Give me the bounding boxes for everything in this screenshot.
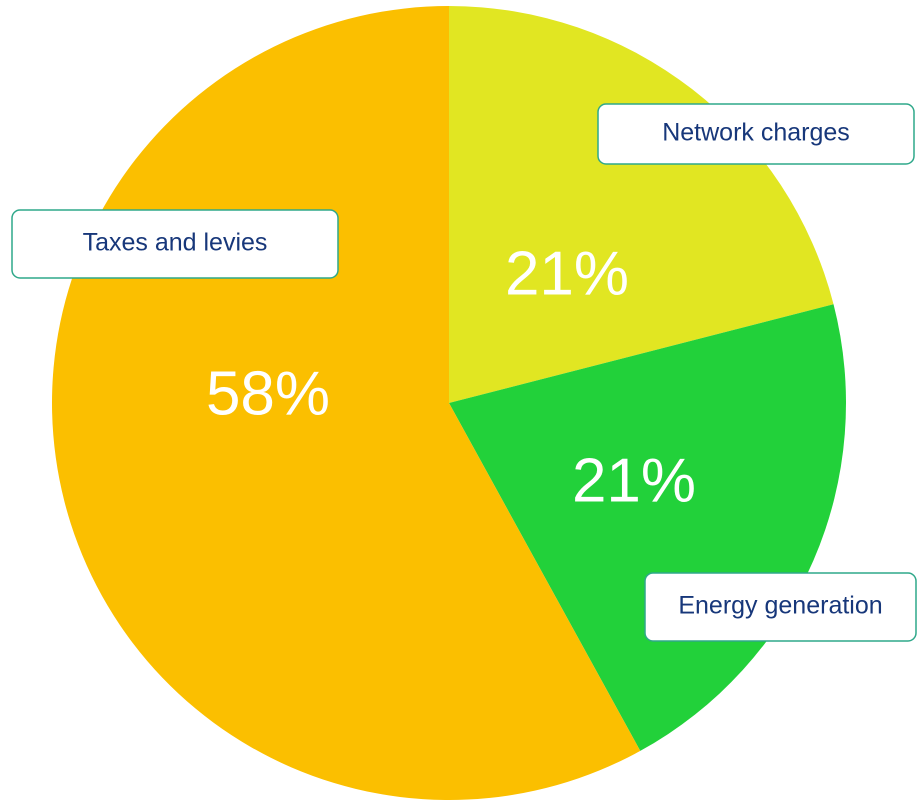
category-label: Energy generation (678, 592, 882, 620)
data-label: 21% (505, 239, 629, 308)
label-box (11, 209, 339, 279)
label-box (597, 103, 915, 165)
category-label: Network charges (662, 119, 850, 147)
category-label: Taxes and levies (83, 229, 268, 257)
data-label: 21% (572, 446, 696, 515)
pie-slice (52, 6, 641, 800)
label-box (644, 572, 917, 642)
data-label: 58% (206, 359, 330, 428)
pie-slice (449, 6, 834, 403)
